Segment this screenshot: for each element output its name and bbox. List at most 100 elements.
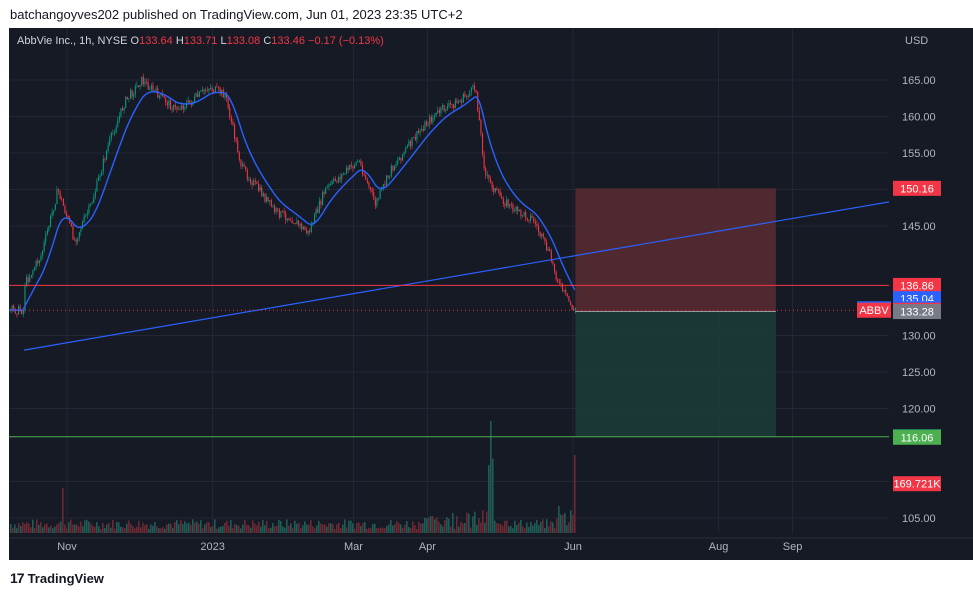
candle: [165, 97, 167, 103]
chart-area[interactable]: USD165.00160.00155.00150.00145.00130.001…: [9, 28, 973, 560]
open-label: O: [130, 35, 140, 47]
candle: [182, 105, 184, 110]
candle: [298, 220, 300, 226]
volume-bar: [350, 520, 352, 533]
volume-bar: [178, 524, 180, 533]
volume-bar: [398, 522, 400, 533]
candle: [85, 215, 87, 217]
candle: [467, 96, 469, 97]
candle: [458, 102, 460, 104]
candle: [304, 226, 306, 230]
volume-bar: [108, 523, 110, 533]
y-tick-label: 105.00: [902, 513, 936, 525]
volume-bar: [382, 527, 384, 533]
volume-bar: [318, 520, 320, 533]
candle: [163, 96, 165, 98]
volume-bar: [548, 526, 550, 533]
candle: [480, 120, 482, 134]
volume-bar: [450, 526, 452, 533]
candle: [270, 200, 272, 207]
volume-bar: [476, 524, 478, 533]
candle: [251, 182, 253, 186]
y-tick-label: 130.00: [902, 331, 936, 343]
volume-bar: [522, 526, 524, 533]
candle: [229, 107, 231, 118]
candle: [173, 104, 175, 110]
volume-bar: [154, 521, 156, 533]
candle: [149, 89, 151, 91]
trendline: [23, 199, 898, 351]
candle: [426, 121, 428, 125]
candle: [568, 295, 570, 302]
volume-bar: [50, 525, 52, 533]
volume-bar: [254, 523, 256, 533]
volume-bar: [210, 526, 212, 533]
candle: [325, 187, 327, 194]
volume-bar: [54, 526, 56, 533]
candle: [187, 100, 189, 103]
volume-bar: [94, 526, 96, 533]
candle: [402, 154, 404, 161]
volume-bar: [290, 523, 292, 533]
volume-bar: [120, 526, 122, 533]
candle: [19, 306, 21, 311]
candle: [314, 214, 316, 224]
volume-bar: [166, 524, 168, 533]
high-value: 133.71: [183, 35, 218, 47]
volume-bar: [404, 524, 406, 533]
volume-bar: [66, 528, 68, 533]
candle: [120, 108, 122, 116]
candle: [152, 85, 154, 91]
price-chart[interactable]: USD165.00160.00155.00150.00145.00130.001…: [9, 28, 973, 560]
candle: [93, 197, 95, 203]
candle: [280, 211, 282, 218]
candle: [198, 91, 200, 97]
candle: [160, 93, 162, 96]
candle: [139, 85, 141, 88]
candle: [512, 204, 514, 212]
volume-bar: [104, 528, 106, 533]
candle: [240, 159, 242, 167]
volume-bar: [194, 522, 196, 533]
candle: [557, 279, 559, 282]
volume-bar: [504, 520, 506, 533]
candle: [286, 218, 288, 221]
candle: [547, 249, 549, 251]
tradingview-logo[interactable]: 17 TradingView: [10, 570, 104, 586]
candle: [445, 109, 447, 111]
volume-bar: [162, 527, 164, 533]
candle: [58, 189, 60, 191]
volume-bar: [488, 465, 490, 533]
volume-bar: [322, 524, 324, 533]
candle: [222, 89, 224, 98]
candle: [323, 192, 325, 194]
candle: [40, 255, 42, 261]
volume-bar: [356, 522, 358, 533]
candle: [416, 131, 418, 140]
candle: [349, 164, 351, 170]
currency-label: USD: [905, 35, 928, 47]
candle: [200, 90, 202, 92]
candle: [109, 138, 111, 145]
candle: [338, 177, 340, 183]
volume-bar: [48, 527, 50, 533]
candle: [562, 283, 564, 292]
volume-bar: [264, 525, 266, 533]
candle: [301, 223, 303, 230]
candle: [515, 206, 517, 212]
candle: [490, 178, 492, 182]
candle: [291, 220, 293, 224]
candle: [549, 249, 551, 252]
candle: [294, 223, 296, 225]
close-value: 133.46: [271, 35, 305, 47]
volume-bar: [130, 524, 132, 533]
candle: [126, 96, 128, 99]
high-label: H: [175, 35, 184, 47]
candle: [501, 196, 503, 199]
volume-bar: [562, 514, 564, 533]
volume-bar: [134, 528, 136, 533]
candle: [486, 174, 488, 176]
candle: [466, 96, 468, 97]
volume-bar: [202, 528, 204, 533]
volume-bar: [494, 520, 496, 533]
